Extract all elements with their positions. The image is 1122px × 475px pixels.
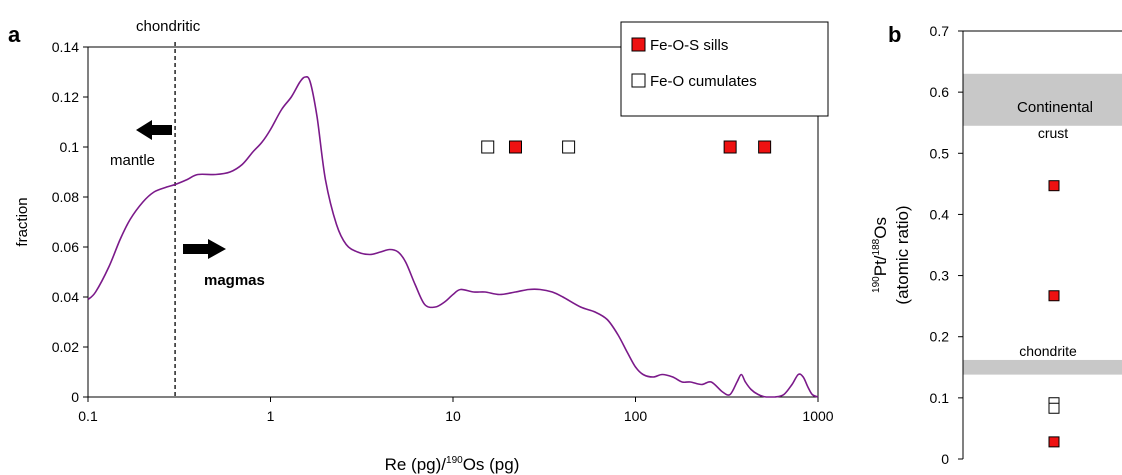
panel-b-y-axis-title-line2: (atomic ratio) — [893, 205, 912, 304]
panel-b-reference-bands — [963, 73, 1122, 375]
sill-data-point — [1048, 436, 1060, 448]
continental-crust-label-line1: Continental — [1017, 99, 1093, 116]
panel-b-letter: b — [888, 22, 901, 47]
panel-a-y-tick-label: 0.12 — [52, 89, 79, 105]
magmas-label: magmas — [204, 272, 265, 289]
y-title-superscript-2: 188 — [871, 238, 882, 255]
panel-b-y-tick-label: 0.3 — [930, 268, 950, 284]
panel-b-y-ticks: 0 0.1 0.2 0.3 0.4 0.5 0.6 0.7 — [930, 23, 963, 467]
reference-band — [963, 359, 1122, 375]
panel-b-y-tick-label: 0.7 — [930, 23, 950, 39]
panel-a-data-points — [481, 140, 772, 154]
sill-data-point — [1048, 290, 1060, 302]
sill-data-point — [758, 140, 772, 154]
panel-a-y-tick-label: 0.14 — [52, 39, 79, 55]
cumulate-data-point — [562, 140, 576, 154]
y-title-part-b: Os — [871, 217, 890, 239]
panel-a-legend: Fe-O-S sills Fe-O cumulates — [620, 21, 829, 117]
panel-a-y-tick-label: 0.08 — [52, 189, 79, 205]
x-axis-title-part-b: Os (pg) — [463, 455, 520, 474]
panel-b-y-tick-label: 0.1 — [930, 390, 950, 406]
magmas-right-arrow-icon — [183, 239, 226, 259]
cumulate-data-point — [481, 140, 495, 154]
chondritic-label: chondritic — [136, 18, 201, 35]
panel-a-x-axis-title: Re (pg)/190Os (pg) — [385, 455, 520, 474]
panel-a-letter: a — [8, 22, 21, 47]
sill-data-point — [1048, 180, 1060, 192]
legend-label-cumulates: Fe-O cumulates — [650, 73, 757, 90]
panel-a-x-tick-label: 100 — [624, 408, 648, 424]
panel-b-y-tick-label: 0.4 — [930, 206, 950, 222]
legend-swatch-cumulates — [631, 73, 646, 88]
x-axis-title-part-a: Re (pg)/ — [385, 455, 447, 474]
panel-b-y-tick-label: 0 — [941, 451, 949, 467]
mantle-label: mantle — [110, 152, 155, 169]
panel-a-y-axis-title: fraction — [14, 197, 31, 246]
panel-a-x-tick-label: 0.1 — [78, 408, 98, 424]
panel-b-y-tick-label: 0.2 — [930, 329, 950, 345]
panel-a-x-tick-label: 1 — [267, 408, 275, 424]
legend-label-sills: Fe-O-S sills — [650, 37, 728, 54]
cumulate-data-point — [1048, 402, 1060, 414]
x-axis-title-superscript: 190 — [446, 455, 463, 466]
chondrite-band-label: chondrite — [1019, 343, 1077, 359]
panel-a-y-tick-label: 0.06 — [52, 239, 79, 255]
panel-a-y-tick-label: 0.02 — [52, 339, 79, 355]
legend-box — [620, 21, 829, 117]
sill-data-point — [723, 140, 737, 154]
panel-a-y-ticks: 0 0.02 0.04 0.06 0.08 0.1 0.12 0.14 — [52, 39, 88, 405]
panel-b-y-axis-title-line1: 190Pt/188Os — [871, 217, 890, 293]
panel-a-y-tick-label: 0 — [71, 389, 79, 405]
panel-a-x-tick-label: 10 — [445, 408, 461, 424]
y-title-part-a: Pt/ — [871, 255, 890, 276]
panel-b: b 0 0.1 0.2 0.3 0.4 0.5 0.6 0.7 Continental cru… — [871, 22, 1122, 467]
panel-b-y-tick-label: 0.6 — [930, 84, 950, 100]
panel-b-y-tick-label: 0.5 — [930, 145, 950, 161]
panel-a: a 0 0.02 0.04 0.06 0.08 0.1 0.12 0.14 0.1 1 10 100… — [8, 18, 834, 474]
reference-band — [963, 73, 1122, 126]
panel-a-y-tick-label: 0.1 — [60, 139, 80, 155]
panel-b-data-points — [1048, 180, 1060, 448]
sill-data-point — [508, 140, 522, 154]
panel-a-x-tick-label: 1000 — [802, 408, 833, 424]
mantle-left-arrow-icon — [136, 120, 172, 140]
panel-a-y-tick-label: 0.04 — [52, 289, 79, 305]
y-title-superscript-1: 190 — [871, 276, 882, 293]
fraction-distribution-curve — [87, 76, 819, 398]
continental-crust-label-line2: crust — [1038, 125, 1068, 141]
legend-swatch-sills — [631, 37, 646, 52]
panel-a-x-ticks: 0.1 1 10 100 1000 — [78, 397, 834, 424]
